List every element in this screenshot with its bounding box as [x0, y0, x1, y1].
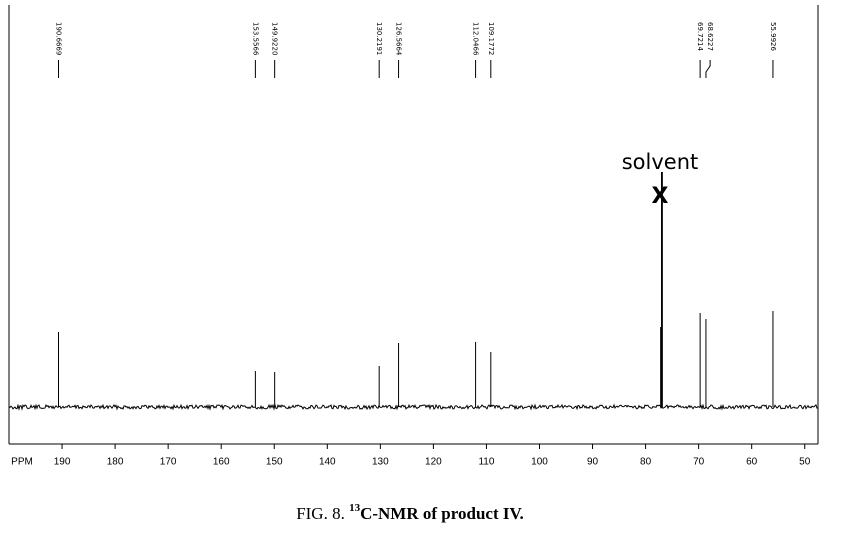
- x-tick-label: 180: [107, 457, 124, 468]
- x-tick-label: 130: [372, 457, 389, 468]
- peak-label: 68.6227: [706, 22, 714, 51]
- caption: FIG. 8. 13C-NMR of product IV.: [296, 502, 524, 523]
- caption-superscript: 13: [349, 502, 361, 514]
- x-tick-label: 50: [799, 457, 811, 468]
- peak-label: 126.5664: [395, 22, 403, 56]
- peak-label: 109.1772: [487, 22, 495, 55]
- x-tick-label: 70: [693, 457, 705, 468]
- peak-label: 69.7214: [696, 22, 704, 51]
- baseline-noise: [8, 403, 819, 411]
- peak-label: 130.2191: [375, 22, 383, 55]
- caption-prefix: FIG. 8.: [296, 504, 345, 523]
- peak-label: 55.9926: [769, 22, 777, 51]
- x-tick-label: 80: [640, 457, 652, 468]
- x-axis-label: PPM: [11, 457, 33, 468]
- solvent-marker: X: [652, 184, 669, 209]
- x-tick-label: 100: [531, 457, 548, 468]
- peak-label: 112.0466: [472, 22, 480, 56]
- x-tick-label: 60: [746, 457, 758, 468]
- peak-label: 190.6669: [55, 22, 63, 55]
- caption-text: C-NMR of product IV.: [360, 504, 524, 523]
- x-tick-label: 160: [213, 457, 230, 468]
- peak-label-line: [705, 60, 711, 78]
- x-tick-label: 120: [425, 457, 442, 468]
- peak-label: 149.9220: [271, 22, 279, 55]
- x-tick-label: 190: [54, 457, 71, 468]
- x-tick-label: 110: [478, 457, 494, 468]
- x-tick-label: 170: [160, 457, 177, 468]
- x-tick-label: 90: [587, 457, 599, 468]
- peak-label: 153.5566: [251, 22, 259, 56]
- solvent-label: solvent: [622, 150, 699, 174]
- x-tick-label: 140: [319, 457, 336, 468]
- x-tick-label: 150: [266, 457, 283, 468]
